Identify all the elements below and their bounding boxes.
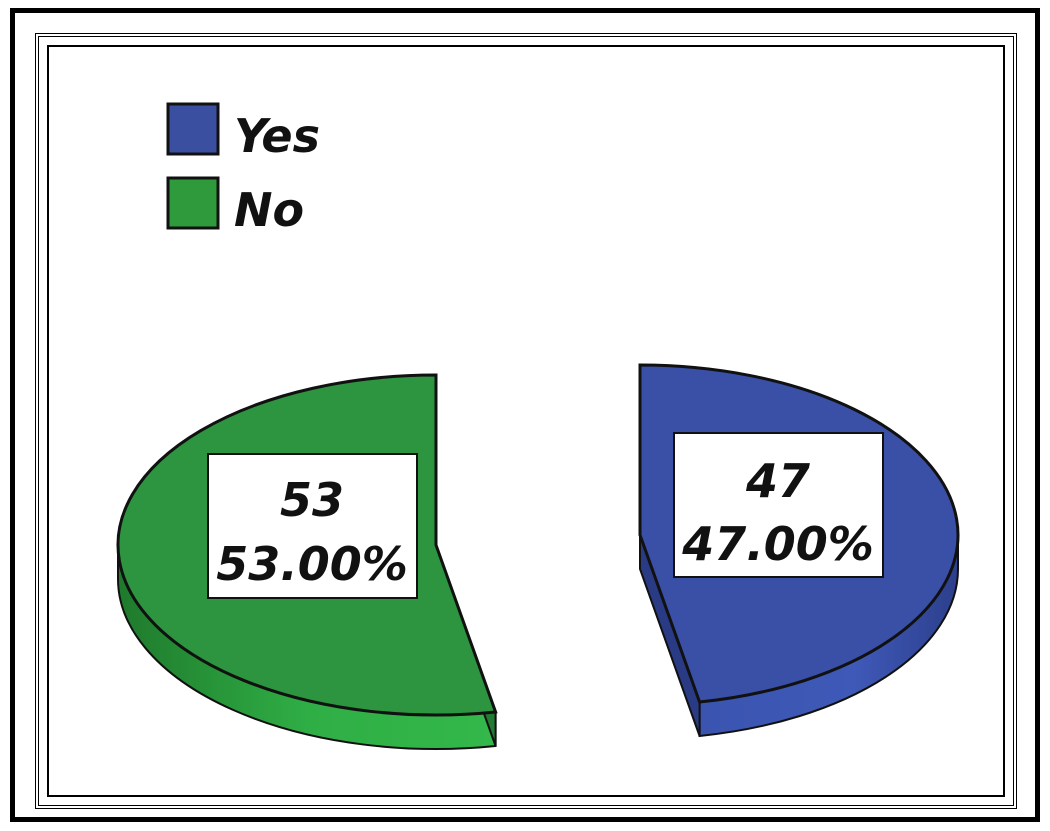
data-label-percent-yes: 47.00%: [681, 517, 874, 571]
data-label-yes: 47 47.00%: [673, 432, 884, 578]
legend-swatch-yes: [166, 102, 220, 156]
data-label-no: 53 53.00%: [207, 453, 418, 599]
legend-label-no: No: [234, 183, 304, 237]
legend: Yes No: [166, 102, 320, 237]
data-label-count-yes: 47: [745, 454, 810, 508]
legend-swatch-no: [166, 176, 220, 230]
data-label-box-no: [207, 453, 418, 599]
data-labels: 53 53.00% 47 47.00%: [207, 432, 884, 599]
data-label-box-yes: [673, 432, 884, 578]
data-label-count-no: 53: [280, 473, 344, 527]
legend-label-yes: Yes: [234, 109, 320, 163]
data-label-percent-no: 53.00%: [216, 537, 408, 591]
